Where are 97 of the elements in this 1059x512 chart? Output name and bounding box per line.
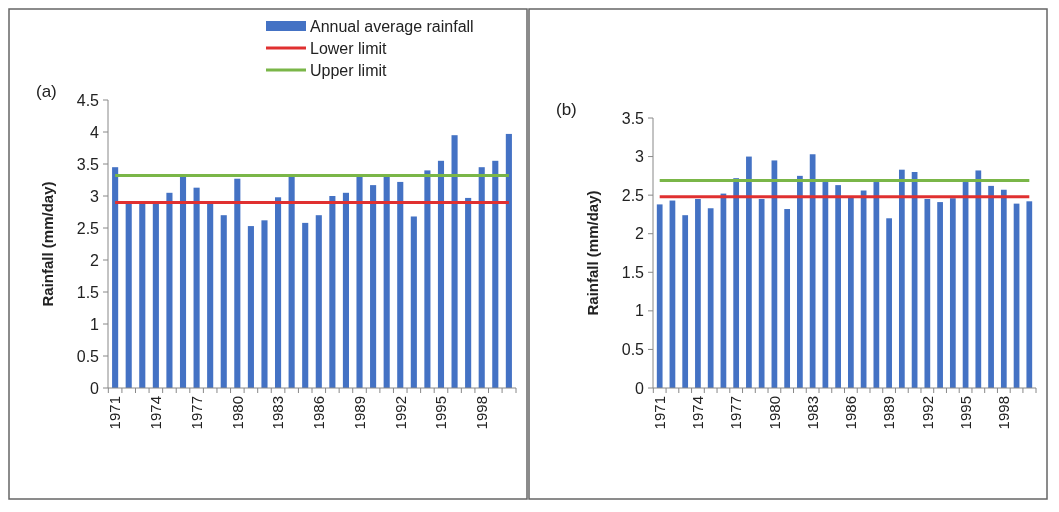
chart-title: (a) [36, 82, 57, 101]
y-tick-label: 2 [635, 225, 645, 243]
bar [302, 222, 309, 388]
y-tick-label: 0.5 [621, 341, 645, 359]
bar [886, 218, 892, 388]
chart-title: (b) [556, 100, 577, 119]
bar [784, 209, 791, 388]
bar [166, 192, 173, 388]
bar [234, 178, 241, 388]
bar [424, 170, 431, 388]
y-tick-label: 0 [90, 379, 100, 397]
bar [152, 203, 159, 388]
bar [1000, 189, 1007, 388]
y-tick-label: 1.5 [621, 263, 645, 281]
x-tick-label: 1995 [432, 396, 450, 430]
x-tick-label: 1998 [472, 396, 490, 430]
bar [179, 176, 187, 388]
bar [193, 187, 200, 388]
bar [975, 170, 982, 388]
bar [505, 133, 512, 388]
y-axis-title: Rainfall (mm/day) [584, 190, 601, 316]
bar [848, 197, 854, 388]
bar [220, 215, 227, 388]
legend-label: Upper limit [310, 61, 388, 79]
x-tick-label: 1998 [995, 396, 1013, 430]
y-tick-label: 1 [90, 315, 100, 333]
x-tick-label: 1995 [956, 396, 974, 430]
x-tick-label: 1974 [147, 396, 165, 430]
y-tick-label: 2.5 [621, 186, 645, 204]
legend-label: Annual average rainfall [310, 17, 474, 35]
y-tick-label: 0 [635, 379, 645, 397]
bar [988, 185, 994, 388]
bar [873, 182, 880, 388]
bar [695, 199, 701, 388]
x-tick-label: 1992 [918, 396, 936, 430]
bar [451, 135, 458, 388]
bar [1026, 201, 1033, 388]
y-tick-label: 3 [90, 187, 100, 205]
bar [125, 203, 132, 388]
y-tick-label: 2.5 [76, 219, 100, 237]
y-tick-label: 1 [635, 302, 645, 320]
legend-label: Lower limit [310, 39, 388, 57]
bar [898, 169, 905, 388]
bar [492, 160, 499, 388]
bar [809, 154, 816, 388]
bar [329, 196, 336, 388]
bar [315, 215, 322, 388]
bar [437, 160, 445, 388]
x-tick-label: 1977 [727, 396, 745, 430]
x-tick-label: 1983 [269, 396, 287, 430]
y-axis-title: Rainfall (mm/day) [39, 181, 56, 307]
bar [682, 215, 689, 388]
bar [733, 178, 740, 388]
y-tick-label: 4.5 [76, 91, 100, 109]
bar [478, 167, 485, 388]
bar [112, 167, 119, 388]
bar [924, 199, 931, 388]
x-tick-label: 1986 [310, 396, 328, 430]
bar [275, 197, 282, 388]
y-tick-label: 0.5 [76, 347, 100, 365]
bar [383, 176, 390, 388]
bar [746, 156, 752, 388]
bar [707, 208, 714, 388]
x-tick-label: 1992 [391, 396, 409, 430]
bar [410, 216, 417, 388]
bar [370, 185, 377, 388]
x-tick-label: 1989 [350, 396, 368, 430]
bar [207, 203, 214, 388]
y-tick-label: 2 [90, 251, 100, 269]
bar [465, 197, 472, 388]
bar [656, 204, 663, 388]
bar [342, 192, 349, 388]
x-tick-label: 1974 [689, 396, 707, 430]
bar [835, 185, 841, 388]
y-tick-label: 4 [90, 123, 100, 141]
y-tick-label: 3 [635, 148, 645, 166]
bar [797, 175, 803, 388]
bar [758, 199, 765, 388]
bar [397, 181, 404, 388]
bar [356, 176, 363, 388]
x-tick-label: 1983 [803, 396, 821, 430]
bar [949, 198, 956, 388]
x-tick-label: 1980 [228, 396, 246, 430]
bar [261, 220, 268, 388]
x-tick-label: 1971 [106, 396, 124, 430]
x-tick-label: 1986 [842, 396, 860, 430]
bar [247, 226, 254, 388]
x-tick-label: 1980 [765, 396, 783, 430]
y-tick-label: 3.5 [76, 155, 100, 173]
y-tick-label: 3.5 [621, 109, 645, 127]
bar [937, 202, 943, 388]
x-tick-label: 1989 [880, 396, 898, 430]
bar [288, 176, 295, 388]
x-tick-label: 1977 [187, 396, 205, 430]
y-tick-label: 1.5 [76, 283, 100, 301]
bar [139, 203, 146, 388]
x-tick-label: 1971 [650, 396, 668, 430]
